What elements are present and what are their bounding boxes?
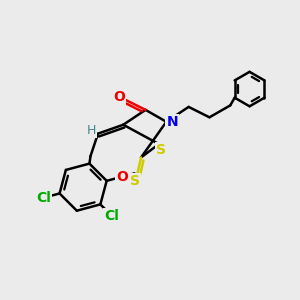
Text: Cl: Cl (104, 209, 119, 223)
Text: H: H (87, 124, 96, 137)
Text: N: N (167, 115, 178, 129)
Text: S: S (130, 174, 140, 188)
Text: Cl: Cl (36, 191, 51, 205)
Text: S: S (156, 143, 166, 157)
Text: O: O (116, 169, 128, 184)
Text: O: O (113, 90, 125, 104)
